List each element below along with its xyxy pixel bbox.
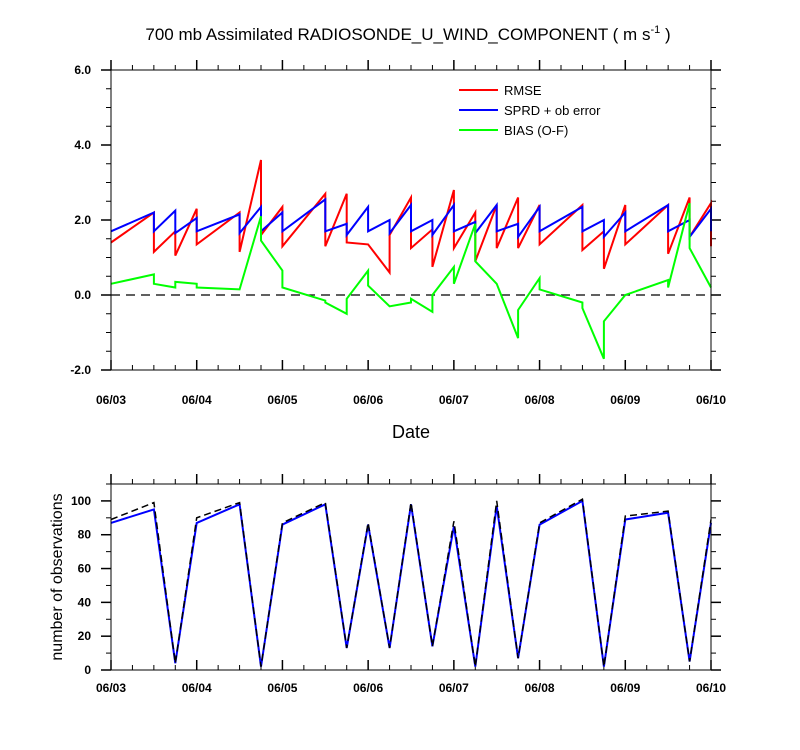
bottom-x-tick-label: 06/09 <box>610 681 640 695</box>
bottom-x-tick-label: 06/08 <box>525 681 555 695</box>
title-exponent: -1 <box>650 24 660 36</box>
top-y-tick-label: 6.0 <box>74 63 91 77</box>
series-line-sprd-ob-error <box>110 197 712 241</box>
title-close: ) <box>660 25 670 44</box>
top-y-tick-label: 0.0 <box>74 288 91 302</box>
top-chart-panel: 06/03 06/04 06/05 06/06 06/07 06/08 06/09 06/10… <box>70 60 726 407</box>
top-x-tick-label: 06/03 <box>96 393 126 407</box>
top-y-tick-label: 4.0 <box>74 138 91 152</box>
bottom-y-tick-label: 60 <box>78 562 92 576</box>
bottom-x-tick-label: 06/10 <box>696 681 726 695</box>
chart-title: 700 mb Assimilated RADIOSONDE_U_WIND_COM… <box>145 24 670 44</box>
bottom-y-tick-label: 40 <box>78 595 92 609</box>
top-x-tick-label: 06/06 <box>353 393 383 407</box>
top-x-tick-label: 06/04 <box>182 393 212 407</box>
bottom-x-tick-label: 06/05 <box>267 681 297 695</box>
bottom-x-tick-label: 06/07 <box>439 681 469 695</box>
legend-label: RMSE <box>504 83 542 98</box>
top-x-tick-label: 06/08 <box>525 393 555 407</box>
bottom-y-tick-label: 20 <box>78 629 92 643</box>
bottom-chart-panel: 06/03 06/04 06/05 06/06 06/07 06/08 06/09 06/10… <box>71 474 726 695</box>
bottom-x-tick-label: 06/03 <box>96 681 126 695</box>
legend: RMSE SPRD + ob error BIAS (O-F) <box>459 83 601 138</box>
legend-label: SPRD + ob error <box>504 103 601 118</box>
series-line-bias-o-f <box>110 202 712 360</box>
top-x-tick-label: 06/10 <box>696 393 726 407</box>
series-line-observations-used <box>110 499 712 667</box>
series-line-observations-possible <box>110 498 712 667</box>
top-x-tick-label: 06/09 <box>610 393 640 407</box>
legend-label: BIAS (O-F) <box>504 123 568 138</box>
top-y-tick-label: -2.0 <box>70 363 91 377</box>
top-plot-frame <box>110 69 712 371</box>
y-axis-label: number of observations <box>49 493 66 660</box>
top-y-tick-label: 2.0 <box>74 213 91 227</box>
bottom-x-tick-label: 06/04 <box>182 681 212 695</box>
top-x-tick-label: 06/07 <box>439 393 469 407</box>
bottom-y-tick-label: 0 <box>84 663 91 677</box>
bottom-plot-frame <box>110 483 712 671</box>
title-main: 700 mb Assimilated RADIOSONDE_U_WIND_COM… <box>145 25 650 44</box>
top-x-tick-label: 06/05 <box>267 393 297 407</box>
bottom-y-tick-label: 80 <box>78 528 92 542</box>
bottom-y-tick-label: 100 <box>71 494 91 508</box>
bottom-x-tick-label: 06/06 <box>353 681 383 695</box>
x-axis-label: Date <box>392 422 430 442</box>
